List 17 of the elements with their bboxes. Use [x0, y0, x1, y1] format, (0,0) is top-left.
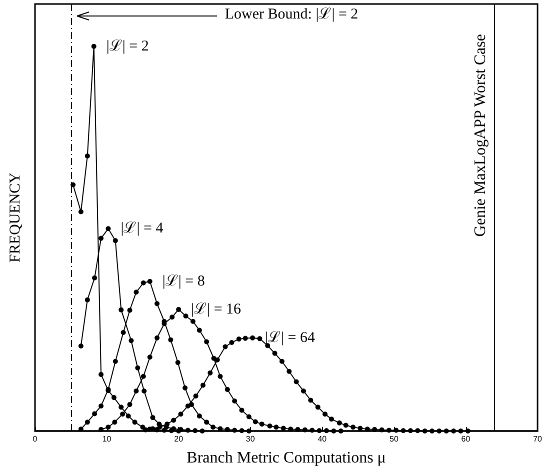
y-axis-title: FREQUENCY: [8, 172, 24, 263]
series-label: |ℒ| = 16: [191, 301, 242, 318]
x-axis-title: Branch Metric Computations μ: [186, 450, 386, 466]
series-label: |ℒ| = 8: [162, 273, 205, 290]
x-tick-label: 20: [174, 434, 184, 444]
x-tick-label: 50: [390, 434, 399, 444]
text: Lower Bound: |ℒ| = 2: [224, 6, 358, 22]
x-tick-label: 70: [533, 434, 543, 444]
series-label: |ℒ| = 64: [265, 330, 316, 346]
x-tick-label: 30: [246, 434, 256, 444]
x-tick-label: 40: [318, 434, 328, 444]
x-tick-label: 60: [461, 434, 471, 444]
series-label: |ℒ| = 4: [120, 220, 164, 237]
ref-line-label: Genie MaxLogAPP Worst Case: [472, 34, 489, 237]
x-tick-label: 0: [32, 434, 38, 444]
series-label: |ℒ| = 2: [106, 38, 149, 54]
x-tick-label: 10: [102, 434, 112, 444]
